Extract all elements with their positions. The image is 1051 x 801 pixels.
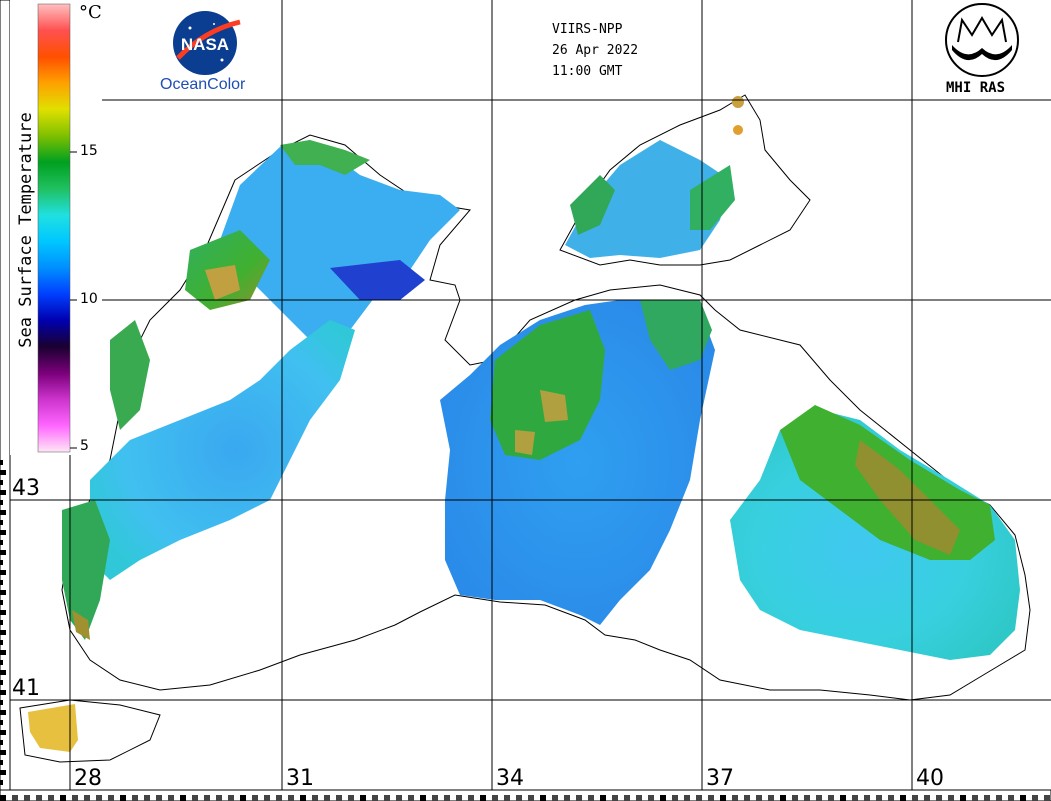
oceancolor-label: OceanColor xyxy=(160,76,246,93)
lon-label-31: 31 xyxy=(286,766,314,791)
colorbar xyxy=(37,3,71,453)
mhi-ras-label: MHI RAS xyxy=(946,80,1006,96)
azov-sea-coast xyxy=(559,94,811,266)
lat-label-43: 43 xyxy=(12,476,40,501)
lon-label-34: 34 xyxy=(496,766,524,791)
sst-field xyxy=(28,96,1020,752)
lat-label-41: 41 xyxy=(12,676,40,701)
colorbar-title: Sea Surface Temperature xyxy=(16,112,36,348)
sst-west-basin xyxy=(90,320,355,580)
lon-label-40: 40 xyxy=(916,766,944,791)
date-label: 26 Apr 2022 xyxy=(552,43,639,58)
colorbar-tick-5: 5 xyxy=(80,438,89,454)
lon-label-28: 28 xyxy=(74,766,102,791)
colorbar-tick-10: 10 xyxy=(80,291,98,307)
sst-nw-shelf xyxy=(220,140,460,350)
colorbar-tick-15: 15 xyxy=(80,143,98,159)
satellite-label: VIIRS-NPP xyxy=(552,22,623,37)
mhi-ras-logo xyxy=(945,3,1019,77)
lon-label-37: 37 xyxy=(706,766,734,791)
black-sea-coast xyxy=(61,134,1031,701)
time-label: 11:00 GMT xyxy=(552,64,623,79)
warm-spot-azov-east xyxy=(732,96,744,108)
colorbar-unit: °C xyxy=(79,2,102,23)
marmara-coast xyxy=(19,699,161,763)
sst-azov xyxy=(565,140,730,258)
coastline xyxy=(19,94,1031,763)
nasa-wordmark: NASA xyxy=(181,35,229,54)
nasa-logo: NASA xyxy=(173,11,241,75)
sst-marmara xyxy=(28,704,78,752)
